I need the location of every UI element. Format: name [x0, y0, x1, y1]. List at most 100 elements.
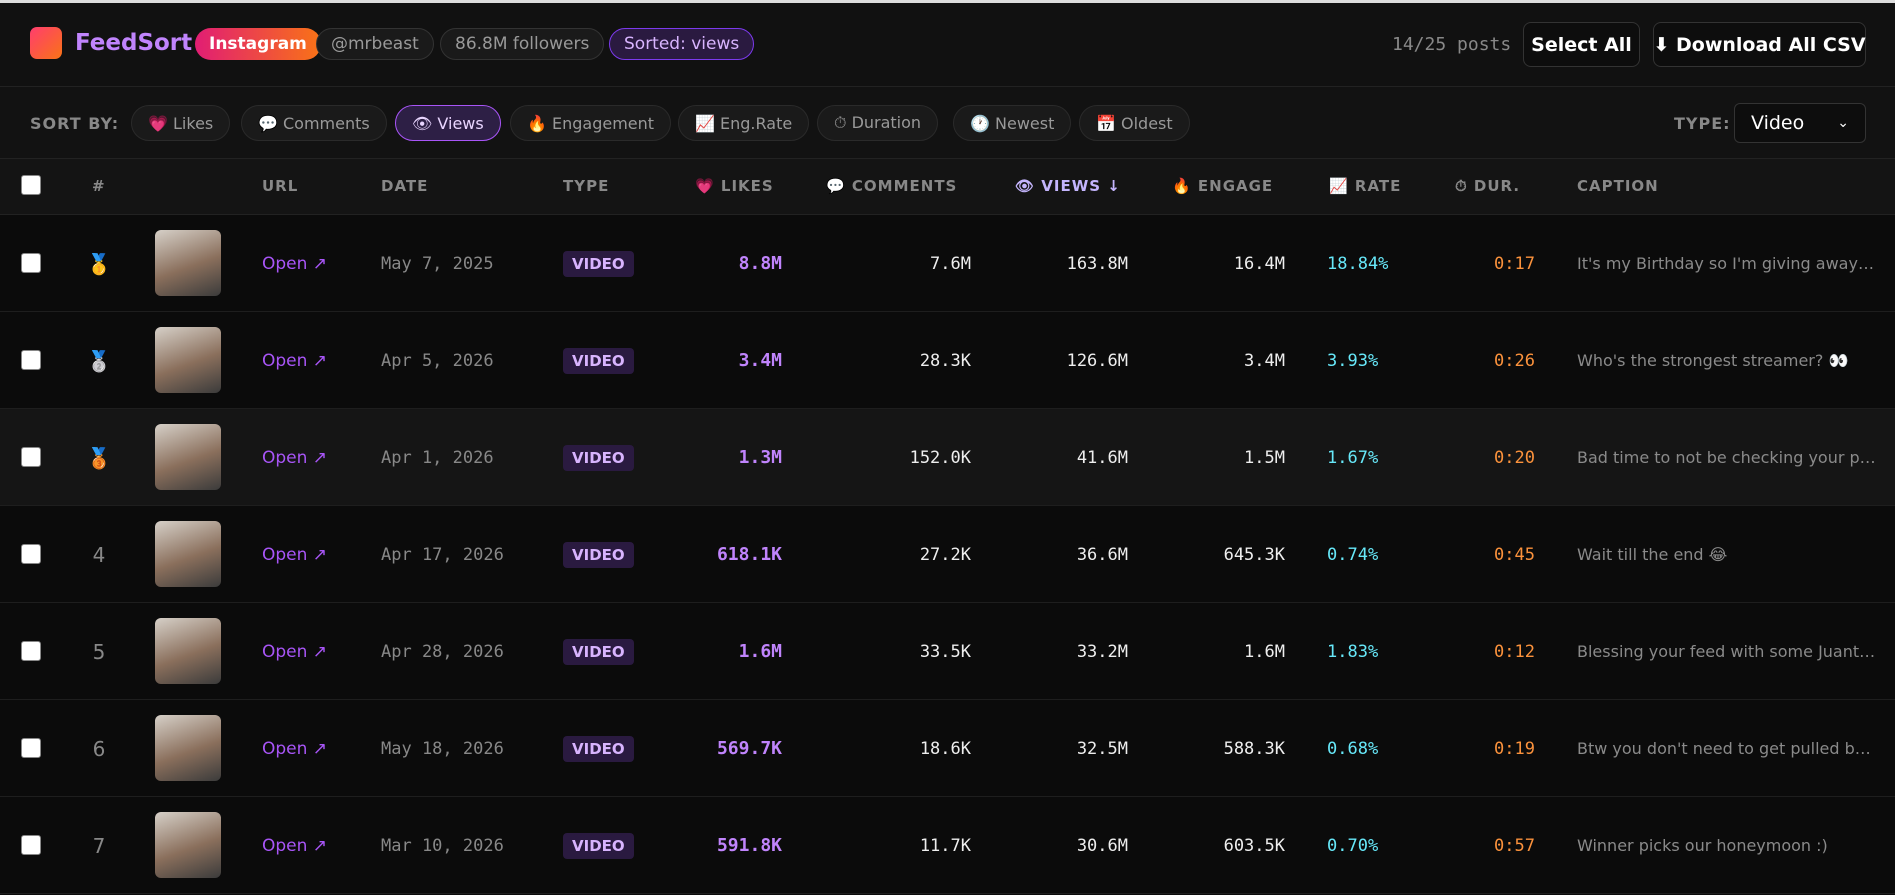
sort-button[interactable]: 🔥 Engagement [510, 105, 672, 141]
type-badge: VIDEO [563, 250, 634, 277]
type-badge: VIDEO [563, 347, 634, 374]
sort-button[interactable]: 📈 Eng.Rate [678, 105, 810, 141]
date-cell: Apr 5, 2026 [381, 350, 494, 371]
type-cell: VIDEO [563, 312, 634, 409]
caption-cell: Wait till the end 😂 [1577, 506, 1727, 603]
sort-label: SORT BY: [30, 114, 120, 133]
column-header: TYPE [563, 177, 610, 195]
rate-cell: 18.84% [1327, 253, 1389, 274]
caption-cell: Bad time to not be checking your ph… [1577, 409, 1877, 506]
rate-cell: 1.83% [1327, 641, 1379, 662]
table-row: 7 VIDEO Open ↗ Mar 10, 2026 591.8K 11.7K 30.6M… [0, 797, 1895, 894]
date-cell: May 7, 2025 [381, 253, 494, 274]
views-cell: 41.6M [1076, 447, 1128, 468]
caption-text: Wait till the end 😂 [1577, 545, 1728, 564]
row-checkbox[interactable] [21, 544, 41, 564]
dur-cell: 0:17 [1494, 253, 1535, 274]
type-cell: VIDEO [563, 409, 634, 506]
views-cell: 30.6M [1076, 835, 1128, 856]
rate-cell: 0.68% [1327, 738, 1379, 759]
type-value: Video [1751, 112, 1805, 134]
thumbnail [155, 715, 221, 781]
sort-button[interactable]: 📅 Oldest [1079, 105, 1190, 141]
engage-cell: 16.4M [1233, 253, 1285, 274]
platform-badge: Instagram [195, 28, 321, 60]
table-row: 6 VIDEO Open ↗ May 18, 2026 569.7K 18.6K 32.5M… [0, 700, 1895, 797]
column-header: ⏱ DUR. [1455, 177, 1521, 195]
caption-text: Winner picks our honeymoon :) [1577, 836, 1828, 855]
caption-cell: Who's the strongest streamer? 👀 [1577, 312, 1848, 409]
likes-cell: 569.7K [716, 738, 782, 759]
sort-button[interactable]: 💗 Likes [131, 105, 231, 141]
column-header: CAPTION [1577, 177, 1659, 195]
views-cell: 163.8M [1066, 253, 1128, 274]
sort-button[interactable]: 🕐 Newest [953, 105, 1072, 141]
caption-text: It's my Birthday so I'm giving away $5… [1577, 254, 1877, 273]
date-cell: Apr 17, 2026 [381, 544, 504, 565]
comments-cell: 33.5K [919, 641, 971, 662]
url-cell[interactable]: Open ↗ [262, 447, 328, 468]
comments-cell: 7.6M [930, 253, 971, 274]
rank: 4 [92, 542, 106, 567]
url-cell[interactable]: Open ↗ [262, 738, 328, 759]
row-checkbox[interactable] [21, 253, 41, 273]
chevron: ⌄ [1837, 115, 1849, 131]
select-all-checkbox[interactable] [21, 175, 41, 195]
rank: 6 [92, 736, 106, 761]
select-all-button[interactable]: Select All [1523, 22, 1640, 67]
column-header: 📈 RATE [1329, 177, 1402, 195]
sort-button[interactable]: ⏱ Duration [817, 105, 939, 141]
row-checkbox[interactable] [21, 738, 41, 758]
views-cell: 33.2M [1076, 641, 1128, 662]
rank: 🥈 [86, 348, 112, 373]
post-count: 14/25 posts [1392, 34, 1512, 55]
url-cell[interactable]: Open ↗ [262, 253, 328, 274]
date-cell: Apr 28, 2026 [381, 641, 504, 662]
column-header: DATE [381, 177, 429, 195]
type-select[interactable]: Video ⌄ [1734, 103, 1866, 143]
rate-cell: 1.67% [1327, 447, 1379, 468]
type-cell: VIDEO [563, 797, 634, 894]
rank: 🥉 [86, 445, 112, 470]
brand: FeedSort [75, 30, 193, 56]
url-cell[interactable]: Open ↗ [262, 350, 328, 371]
column-header: 💗 LIKES [695, 177, 774, 195]
url-cell[interactable]: Open ↗ [262, 544, 328, 565]
likes-cell: 1.6M [738, 641, 782, 662]
caption-text: Btw you don't need to get pulled by a… [1577, 739, 1877, 758]
comments-cell: 152.0K [909, 447, 971, 468]
url-cell[interactable]: Open ↗ [262, 835, 328, 856]
sort-button[interactable]: 💬 Comments [241, 105, 387, 141]
sorted-badge: Sorted: views [609, 28, 755, 60]
comments-cell: 11.7K [919, 835, 971, 856]
type-badge: VIDEO [563, 444, 634, 471]
dur-cell: 0:26 [1494, 350, 1535, 371]
dur-cell: 0:12 [1494, 641, 1535, 662]
rate-cell: 0.74% [1327, 544, 1379, 565]
top-bar: FeedSort Instagram @mrbeast 86.8M follow… [0, 3, 1895, 87]
likes-cell: 8.8M [738, 253, 782, 274]
rate-cell: 3.93% [1327, 350, 1379, 371]
thumbnail [155, 230, 221, 296]
engage-cell: 603.5K [1223, 835, 1285, 856]
type-badge: VIDEO [563, 735, 634, 762]
url-cell[interactable]: Open ↗ [262, 641, 328, 662]
thumbnail [155, 812, 221, 878]
row-checkbox[interactable] [21, 641, 41, 661]
row-checkbox[interactable] [21, 350, 41, 370]
likes-cell: 1.3M [738, 447, 782, 468]
column-header: URL [262, 177, 299, 195]
handle: @mrbeast [316, 28, 434, 60]
column-header: 💬 COMMENTS [826, 177, 958, 195]
type-badge: VIDEO [563, 832, 634, 859]
engage-cell: 1.5M [1244, 447, 1285, 468]
download-button[interactable]: ⬇ Download All CSV [1653, 22, 1866, 67]
dur-cell: 0:45 [1494, 544, 1535, 565]
row-checkbox[interactable] [21, 835, 41, 855]
row-checkbox[interactable] [21, 447, 41, 467]
rank: 🥇 [86, 251, 112, 276]
sort-button[interactable]: 👁 Views [395, 105, 501, 141]
caption-text: Bad time to not be checking your ph… [1577, 448, 1877, 467]
views-cell: 32.5M [1076, 738, 1128, 759]
views-cell: 36.6M [1076, 544, 1128, 565]
